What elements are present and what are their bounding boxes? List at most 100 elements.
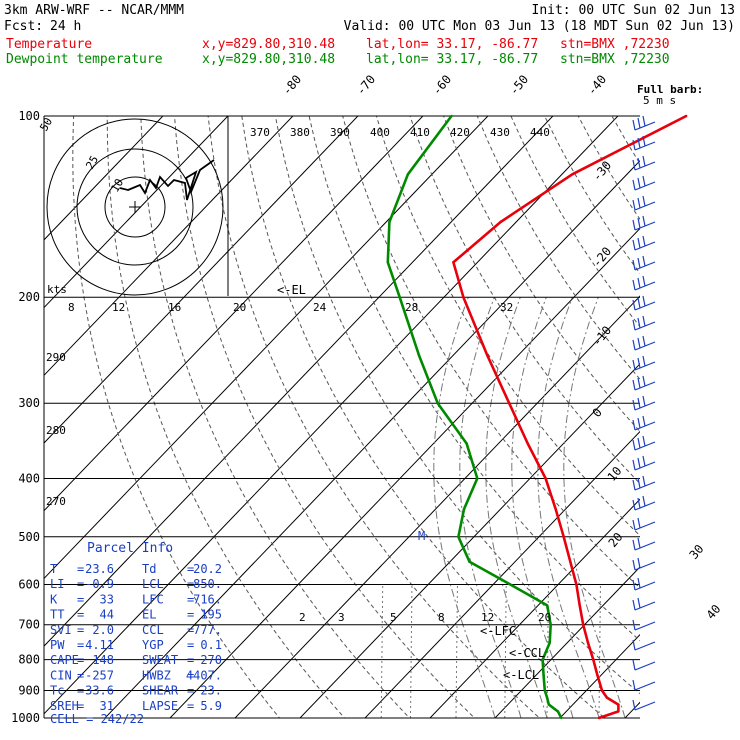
mixing-ratio-line — [455, 584, 458, 718]
dry-adiabat-line — [207, 116, 541, 718]
dewpoint-point — [476, 477, 479, 480]
hodograph-ring — [46, 118, 224, 296]
pressure-tick-label: 400 — [18, 471, 40, 485]
wind-barb-feather — [632, 219, 636, 231]
dewpoint-xy: x,y=829.80,310.48 — [202, 52, 335, 67]
isotherm-right-label: 0 — [590, 405, 605, 420]
parcel-info-cell: PW — [50, 638, 65, 652]
wind-barb-shaft — [634, 521, 656, 531]
isotherm-right-label: 40 — [704, 602, 724, 622]
dewpoint-line — [386, 115, 563, 719]
wind-barb — [632, 577, 656, 591]
hodograph-speed-label: 24 — [313, 301, 327, 314]
forecast-hour: 24 h — [50, 19, 81, 34]
parcel-info-cell: -257 — [85, 668, 114, 682]
temperature-point — [596, 674, 599, 677]
wind-barb — [632, 255, 656, 271]
isotherm-line — [299, 363, 640, 718]
parcel-info-equals: = — [187, 623, 194, 637]
isotherm-top-label: -80 — [280, 72, 305, 98]
wind-barb-feather — [642, 415, 646, 427]
temperature-point — [605, 696, 609, 699]
temperature-point — [586, 641, 590, 644]
wind-barbs — [632, 115, 656, 711]
wind-barb-feather — [632, 499, 636, 511]
dry-adiabat-line — [476, 116, 640, 380]
dry-adiabat-line — [342, 116, 640, 589]
wind-barb-feather — [637, 437, 641, 449]
wind-barb-feather — [637, 377, 641, 389]
wind-barb-feather — [637, 317, 641, 329]
dry-adiabat-line — [713, 116, 740, 731]
parcel-info-equals: = — [187, 653, 194, 667]
temperature-point — [499, 220, 502, 224]
wind-barb-feather — [642, 295, 646, 307]
wind-barb-feather — [632, 519, 636, 531]
parcel-info-equals: = — [77, 562, 84, 576]
parcel-info-cell: 716. — [193, 592, 222, 606]
mixing-ratio-label: 8 — [438, 611, 445, 624]
temperature-point — [452, 261, 455, 264]
wind-barb — [632, 355, 656, 371]
wind-barb-feather — [632, 639, 636, 651]
pressure-tick-label: 1000 — [11, 711, 40, 725]
hodograph-ring-label: 25 — [83, 154, 101, 172]
wind-barb-feather — [637, 517, 641, 529]
wind-barb — [632, 537, 656, 551]
moist-adiabat-line — [563, 297, 626, 718]
wind-barb-feather — [642, 275, 646, 287]
wind-barb-feather — [632, 679, 636, 691]
wind-barb-feather — [642, 155, 646, 167]
isotherm-line — [234, 295, 640, 718]
wind-barb-feather — [632, 339, 636, 351]
wind-barb — [632, 659, 656, 671]
wind-barb-shaft — [634, 701, 656, 711]
hodograph-speed-label: 12 — [112, 301, 125, 314]
moist-adiabat-line — [537, 297, 600, 718]
temperature-point — [554, 508, 557, 511]
wind-barb-feather — [632, 279, 636, 291]
full-barb-value: 5 m s — [643, 94, 676, 107]
wind-barb-feather — [632, 199, 636, 211]
temperature-point — [575, 583, 578, 586]
wind-barb-feather — [632, 139, 636, 151]
wind-barb-feather — [642, 255, 646, 267]
wind-barb-feather — [637, 497, 641, 509]
wind-barb-shaft — [634, 661, 656, 671]
isotherm-line — [429, 498, 640, 718]
parcel-info-cell: Tc — [50, 684, 64, 698]
parcel-info-equals: = — [187, 562, 194, 576]
wind-barb — [632, 235, 656, 251]
full-barb-label: Full barb: — [637, 83, 703, 96]
mixing-ratio-label: 12 — [481, 611, 494, 624]
clipped-grid — [44, 116, 740, 731]
parcel-info-cell: LFC — [142, 592, 164, 606]
mixing-ratio-line — [598, 584, 601, 718]
pressure-tick-label: 200 — [18, 290, 40, 304]
wind-barb — [632, 639, 656, 651]
dry-adiabat-line — [544, 116, 640, 275]
dry-adiabat-line — [577, 116, 640, 221]
wind-barb-feather — [632, 159, 636, 171]
theta-label: 390 — [330, 126, 350, 139]
dry-adiabat-line — [274, 116, 640, 695]
theta-label: 400 — [370, 126, 390, 139]
dewpoint-latlon: lat,lon= 33.17, -86.77 — [366, 52, 538, 67]
wind-barb-feather — [632, 659, 636, 671]
lcl-marker: <-LCL — [503, 668, 539, 682]
wind-barb-feather — [637, 417, 641, 429]
temperature-point — [592, 658, 595, 661]
background-grid — [43, 115, 740, 731]
wind-barb — [632, 415, 656, 431]
init-time: Init: 00 UTC Sun 02 Jun 13 — [532, 3, 736, 18]
dewpoint-point — [549, 623, 552, 626]
wind-barb-feather — [642, 435, 646, 447]
wind-barb-feather — [637, 397, 641, 409]
temperature-point — [486, 354, 489, 357]
parcel-info-equals: = — [77, 653, 84, 667]
theta-label: 420 — [450, 126, 470, 139]
wind-barb-feather — [637, 177, 641, 189]
wind-barb-shaft — [634, 621, 656, 631]
wind-barb-feather — [637, 457, 641, 469]
parcel-info-cell-label: CELL = 242/22 — [50, 712, 144, 726]
